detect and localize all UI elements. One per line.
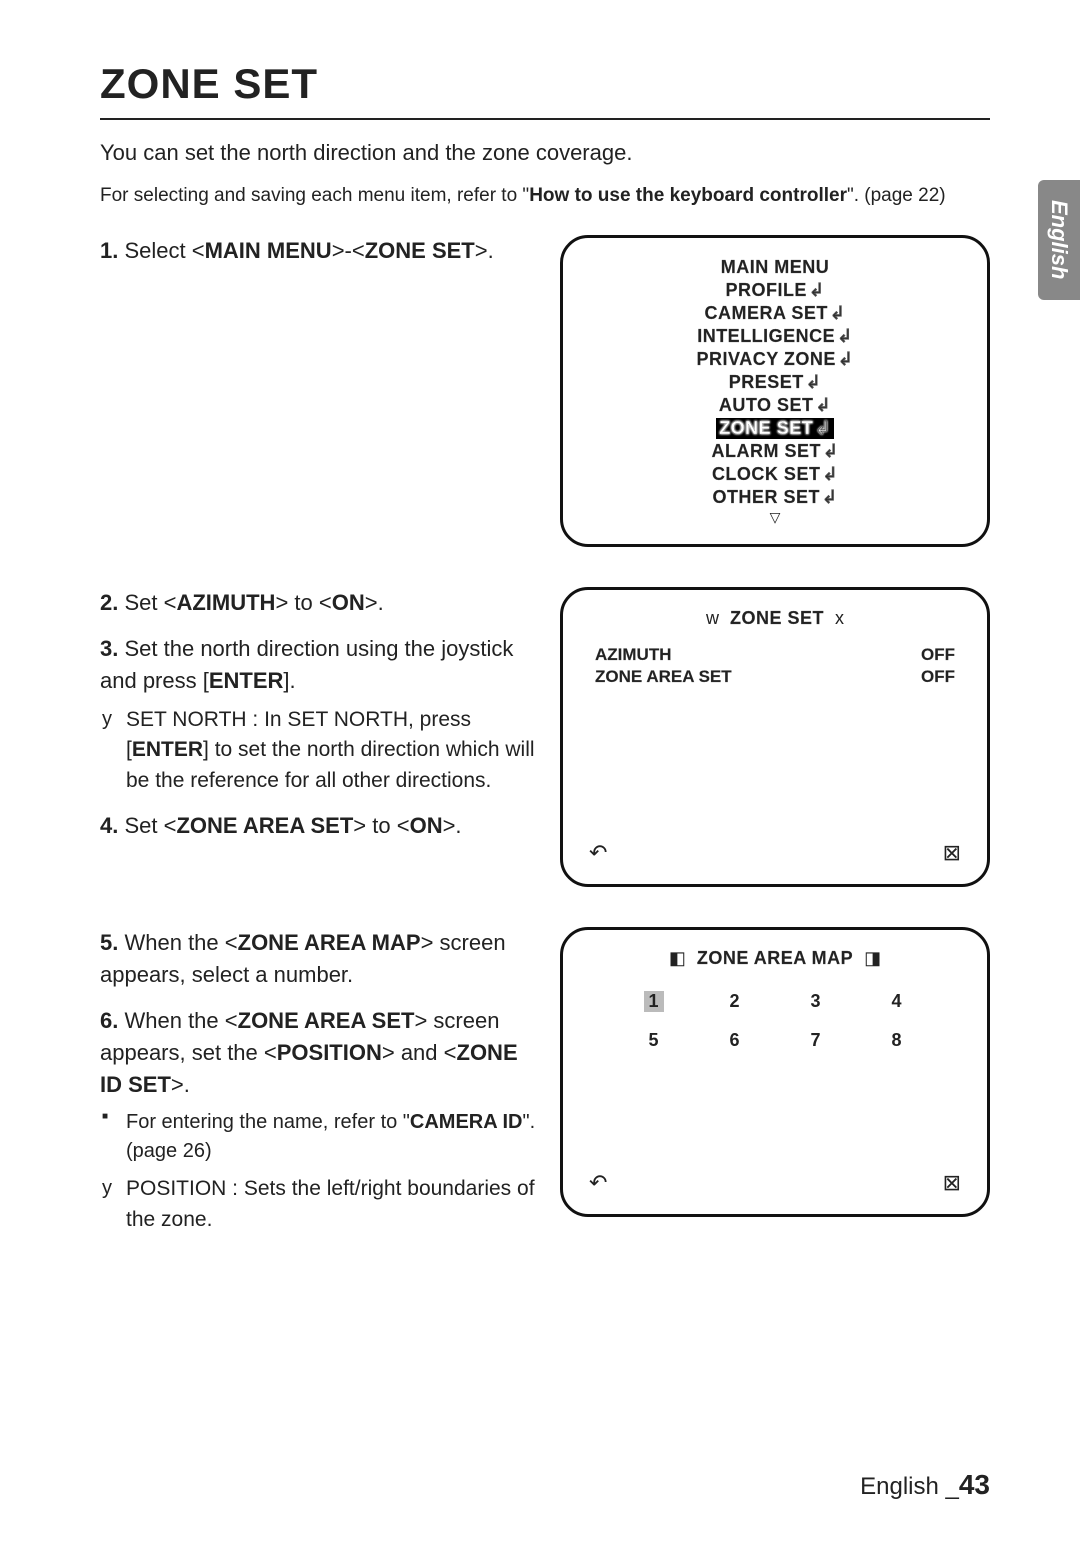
step-5: 5. When the <ZONE AREA MAP> screen appea… bbox=[100, 927, 536, 991]
step-6-bullet: POSITION : Sets the left/right boundarie… bbox=[100, 1174, 536, 1235]
s2-mid: > to < bbox=[275, 590, 331, 615]
osd2-azimuth-key: AZIMUTH bbox=[595, 645, 671, 665]
osd1-item-clock-set: CLOCK SET bbox=[712, 464, 838, 485]
s1-b1: MAIN MENU bbox=[205, 238, 332, 263]
osd-zone-area-map: ◧ ZONE AREA MAP ◨ 1 2 3 4 5 6 7 8 ↶ ⊠ bbox=[560, 927, 990, 1217]
osd2-zas-val: OFF bbox=[921, 667, 955, 687]
step-2: 2. Set <AZIMUTH> to <ON>. bbox=[100, 587, 536, 619]
osd2-azimuth-val: OFF bbox=[921, 645, 955, 665]
osd3-cell-7: 7 bbox=[775, 1030, 856, 1051]
osd3-cell-1: 1 bbox=[644, 991, 664, 1012]
s4-b2: ON bbox=[410, 813, 443, 838]
osd3-cell-4: 4 bbox=[856, 991, 937, 1012]
osd3-cell-6: 6 bbox=[694, 1030, 775, 1051]
close-icon: ⊠ bbox=[943, 840, 961, 866]
s2-post: >. bbox=[365, 590, 384, 615]
s1-b2: ZONE SET bbox=[365, 238, 475, 263]
s6-pre: When the < bbox=[124, 1008, 237, 1033]
osd1-item-preset: PRESET bbox=[729, 372, 822, 393]
s1-mid: >-< bbox=[332, 238, 365, 263]
osd2-title: ZONE SET bbox=[730, 608, 824, 629]
ref-bold: How to use the keyboard controller bbox=[529, 185, 847, 206]
osd1-item-other-set: OTHER SET bbox=[712, 487, 837, 508]
osd1-item-auto-set: AUTO SET bbox=[719, 395, 831, 416]
osd2-right-arrow-icon: x bbox=[835, 608, 844, 628]
osd1-down-caret-icon: ▽ bbox=[589, 509, 961, 526]
osd2-row-zone-area-set: ZONE AREA SET OFF bbox=[595, 667, 955, 687]
osd1-item-profile: PROFILE bbox=[725, 280, 824, 301]
footer-lang: English _ bbox=[860, 1473, 959, 1500]
osd3-title: ZONE AREA MAP bbox=[697, 948, 853, 969]
s4-pre: Set < bbox=[124, 813, 176, 838]
osd2-row-azimuth: AZIMUTH OFF bbox=[595, 645, 955, 665]
osd-zone-set: w ZONE SET x AZIMUTH OFF ZONE AREA SET O… bbox=[560, 587, 990, 887]
page-title: ZONE SET bbox=[100, 60, 990, 108]
s2-b2: ON bbox=[332, 590, 365, 615]
s6-mid2: > and < bbox=[382, 1040, 457, 1065]
osd3-cell-8: 8 bbox=[856, 1030, 937, 1051]
osd-main-menu: MAIN MENU PROFILE CAMERA SET INTELLIGENC… bbox=[560, 235, 990, 547]
step-6-square-bullet: For entering the name, refer to "CAMERA … bbox=[100, 1108, 536, 1166]
s4-b1: ZONE AREA SET bbox=[176, 813, 353, 838]
language-tab: English bbox=[1038, 180, 1080, 300]
osd3-grid: 1 2 3 4 5 6 7 8 bbox=[613, 991, 937, 1051]
intro-text: You can set the north direction and the … bbox=[100, 140, 990, 166]
osd3-left-icon: ◧ bbox=[669, 948, 686, 968]
s3-b: ENTER bbox=[209, 668, 284, 693]
s6-sq-a: For entering the name, refer to " bbox=[126, 1111, 410, 1133]
osd3-cell-5: 5 bbox=[613, 1030, 694, 1051]
osd1-item-alarm-set: ALARM SET bbox=[711, 441, 838, 462]
s3-c: ]. bbox=[283, 668, 295, 693]
s4-mid: > to < bbox=[353, 813, 409, 838]
s1-pre: Select < bbox=[124, 238, 204, 263]
reference-text: For selecting and saving each menu item,… bbox=[100, 185, 990, 207]
back-icon: ↶ bbox=[589, 840, 607, 866]
s6-b1: ZONE AREA SET bbox=[238, 1008, 415, 1033]
osd2-zas-key: ZONE AREA SET bbox=[595, 667, 732, 687]
osd1-title: MAIN MENU bbox=[721, 257, 830, 278]
step-3-bullet: SET NORTH : In SET NORTH, press [ENTER] … bbox=[100, 705, 536, 796]
osd1-item-camera-set: CAMERA SET bbox=[705, 303, 846, 324]
s2-pre: Set < bbox=[124, 590, 176, 615]
osd3-right-icon: ◨ bbox=[864, 948, 881, 968]
osd1-item-intelligence: INTELLIGENCE bbox=[697, 326, 853, 347]
s6-post: >. bbox=[171, 1072, 190, 1097]
back-icon: ↶ bbox=[589, 1170, 607, 1196]
close-icon: ⊠ bbox=[943, 1170, 961, 1196]
s5-b1: ZONE AREA MAP bbox=[238, 930, 421, 955]
footer-page-number: 43 bbox=[959, 1469, 990, 1500]
s1-post: >. bbox=[475, 238, 494, 263]
ref-suffix: ". (page 22) bbox=[847, 185, 946, 206]
osd1-item-zone-set: ZONE SET bbox=[716, 418, 834, 439]
s3-a: Set the north direction using the joysti… bbox=[100, 636, 513, 693]
step-6: 6. When the <ZONE AREA SET> screen appea… bbox=[100, 1005, 536, 1236]
s6-bul: POSITION : Sets the left/right boundarie… bbox=[126, 1177, 535, 1230]
s4-post: >. bbox=[443, 813, 462, 838]
osd1-item-privacy-zone: PRIVACY ZONE bbox=[697, 349, 854, 370]
title-rule bbox=[100, 118, 990, 120]
step-3: 3. Set the north direction using the joy… bbox=[100, 633, 536, 796]
osd2-left-arrow-icon: w bbox=[706, 608, 719, 628]
s3-bul-b: ENTER bbox=[132, 738, 203, 761]
s5-pre: When the < bbox=[124, 930, 237, 955]
osd3-cell-3: 3 bbox=[775, 991, 856, 1012]
page-footer: English _43 bbox=[860, 1469, 990, 1501]
step-4: 4. Set <ZONE AREA SET> to <ON>. bbox=[100, 810, 536, 842]
s2-b1: AZIMUTH bbox=[176, 590, 275, 615]
s6-sq-b: CAMERA ID bbox=[410, 1111, 523, 1133]
step-1: 1. Select <MAIN MENU>-<ZONE SET>. bbox=[100, 235, 536, 267]
ref-prefix: For selecting and saving each menu item,… bbox=[100, 185, 529, 206]
s6-b2: POSITION bbox=[277, 1040, 382, 1065]
osd3-cell-2: 2 bbox=[694, 991, 775, 1012]
